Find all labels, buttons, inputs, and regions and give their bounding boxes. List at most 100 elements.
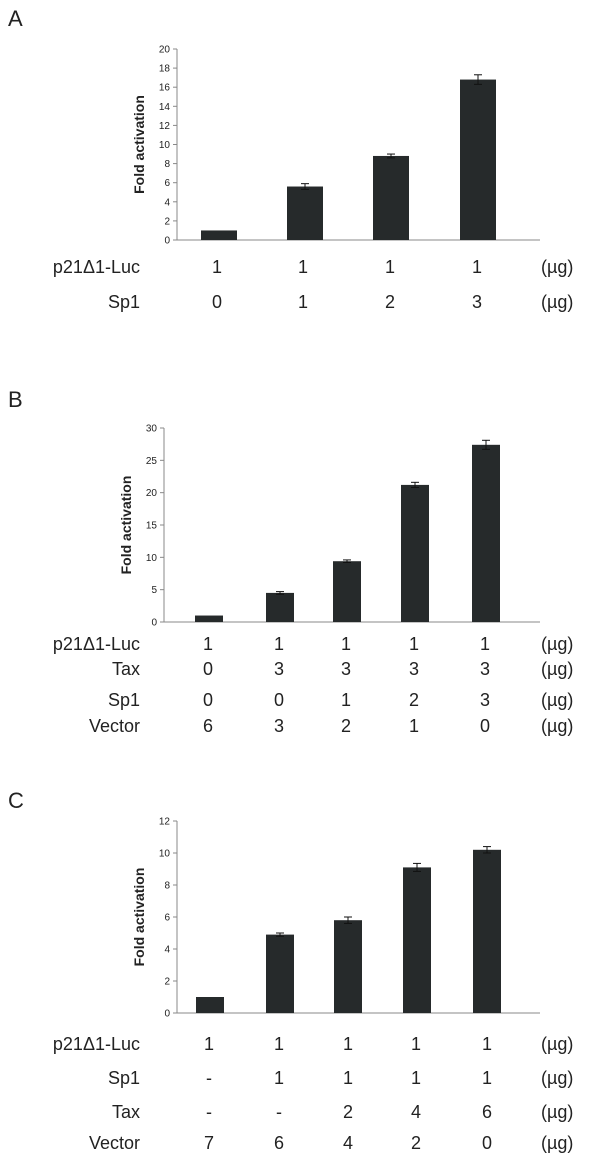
y-tick-label: 0 [151, 618, 157, 629]
condition-unit: (µg) [541, 1068, 574, 1088]
condition-unit: (µg) [541, 690, 574, 710]
condition-label: Vector [88, 716, 140, 736]
condition-value: 2 [342, 1102, 353, 1122]
y-tick-label: 2 [164, 977, 170, 988]
condition-value: 1 [410, 1034, 421, 1054]
condition-unit: (µg) [541, 659, 574, 679]
condition-value: 1 [340, 634, 351, 654]
error-bar [411, 481, 419, 488]
bar [460, 79, 496, 240]
bar [373, 155, 409, 240]
condition-unit: (µg) [541, 1102, 574, 1122]
condition-value: 1 [340, 690, 351, 710]
y-tick-label: 16 [159, 83, 171, 94]
condition-value: 0 [481, 1133, 492, 1153]
y-tick-label: 4 [164, 197, 170, 208]
bar [287, 186, 323, 240]
condition-value: 1 [203, 1034, 214, 1054]
condition-label: Sp1 [107, 292, 140, 312]
condition-value: 1 [342, 1034, 353, 1054]
condition-value: 2 [410, 1133, 421, 1153]
condition-unit: (µg) [541, 257, 574, 277]
condition-value: 1 [471, 257, 482, 277]
condition-unit: (µg) [541, 292, 574, 312]
y-tick-label: 12 [159, 817, 171, 828]
y-tick-label: 10 [159, 140, 171, 151]
condition-value: 1 [384, 257, 395, 277]
bar [473, 849, 501, 1013]
condition-value: 2 [408, 690, 419, 710]
condition-value: 3 [471, 292, 482, 312]
error-bar [344, 916, 352, 924]
bar [266, 934, 294, 1013]
condition-unit: (µg) [541, 634, 574, 654]
bar [195, 615, 223, 622]
condition-value: - [206, 1068, 212, 1088]
y-tick-label: 6 [164, 913, 170, 924]
condition-value: 1 [481, 1034, 492, 1054]
y-tick-label: 18 [159, 64, 171, 75]
y-tick-label: 5 [151, 585, 157, 596]
error-bar [413, 862, 421, 872]
condition-value: 3 [340, 659, 351, 679]
y-tick-label: 8 [164, 159, 170, 170]
bar [403, 867, 431, 1013]
condition-value: 2 [340, 716, 351, 736]
y-axis-label: Fold activation [118, 476, 134, 575]
condition-unit: (µg) [541, 1034, 574, 1054]
condition-value: 7 [203, 1133, 214, 1153]
condition-label: Tax [111, 1102, 140, 1122]
y-axis-label: Fold activation [131, 868, 147, 967]
condition-value: 0 [479, 716, 490, 736]
condition-value: 1 [481, 1068, 492, 1088]
error-bar [343, 559, 351, 564]
condition-label: Vector [88, 1133, 140, 1153]
bar [196, 997, 224, 1013]
condition-label: Sp1 [107, 690, 140, 710]
bar [334, 920, 362, 1013]
condition-value: 1 [273, 1034, 284, 1054]
condition-value: 1 [202, 634, 213, 654]
error-bar [483, 846, 491, 854]
condition-value: 0 [202, 690, 213, 710]
condition-label: p21Δ1-Luc [52, 1034, 140, 1054]
bar-chart: 0 2 4 6 8 10 12 Fold activation [131, 817, 540, 1020]
y-tick-label: 20 [146, 488, 158, 499]
bar [266, 592, 294, 622]
condition-value: 1 [342, 1068, 353, 1088]
condition-value: 6 [202, 716, 213, 736]
condition-value: 0 [273, 690, 284, 710]
y-tick-label: 14 [159, 102, 171, 113]
bar-chart: 0 5 10 15 20 25 30 Fold activation [118, 424, 540, 629]
condition-value: - [276, 1102, 282, 1122]
condition-value: 1 [408, 716, 419, 736]
error-bar [276, 932, 284, 937]
condition-value: 3 [479, 690, 490, 710]
condition-label: p21Δ1-Luc [52, 257, 140, 277]
condition-value: 1 [273, 1068, 284, 1088]
condition-value: 3 [408, 659, 419, 679]
condition-label: Tax [111, 659, 140, 679]
y-axis-label: Fold activation [131, 95, 147, 194]
condition-value: 4 [342, 1133, 353, 1153]
condition-value: 1 [479, 634, 490, 654]
condition-value: 1 [297, 257, 308, 277]
y-tick-label: 15 [146, 521, 158, 532]
condition-value: 3 [273, 716, 284, 736]
y-tick-label: 6 [164, 178, 170, 189]
bar [333, 561, 361, 622]
error-bar [276, 591, 284, 595]
bar [401, 484, 429, 622]
condition-label: p21Δ1-Luc [52, 634, 140, 654]
error-bar [301, 183, 309, 190]
condition-value: - [206, 1102, 212, 1122]
y-tick-label: 20 [159, 45, 171, 56]
condition-value: 4 [410, 1102, 421, 1122]
condition-value: 3 [273, 659, 284, 679]
bar-chart: 0 2 4 6 8 10 12 14 16 18 20 Fold activation [131, 45, 540, 247]
condition-value: 1 [273, 634, 284, 654]
condition-value: 0 [211, 292, 222, 312]
panel-letter: B [8, 387, 23, 412]
condition-value: 1 [410, 1068, 421, 1088]
condition-value: 0 [202, 659, 213, 679]
